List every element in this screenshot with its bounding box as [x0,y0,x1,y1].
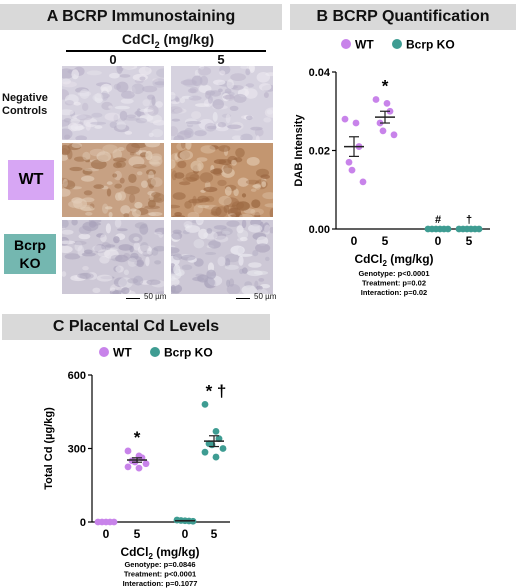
stats-line: Treatment: p<0.0001 [124,570,196,579]
x-tick-label: 5 [211,527,218,541]
legend-label-wt: WT [355,38,374,52]
x-axis-label: CdCl2 (mg/kg) [354,252,433,268]
data-point [212,453,220,461]
data-point [352,119,360,127]
row-label-negative-controls: Negative Controls [2,92,48,117]
legend-marker-ko [392,39,402,49]
panel-a-dose-label: CdCl2 (mg/kg) [62,31,274,50]
scale-label-right: 50 µm [254,292,277,301]
data-point [212,427,220,435]
y-tick-label: 300 [68,444,86,456]
x-tick-label: 0 [182,527,189,541]
significance-marker: * [382,76,389,95]
micrograph-negative-0 [62,66,164,140]
x-tick-label: 5 [134,527,141,541]
data-point [345,158,353,166]
legend-label-ko: Bcrp KO [406,38,455,52]
significance-marker: † [466,214,472,226]
data-point [444,225,452,233]
data-point [372,96,380,103]
tissue-texture [62,220,164,294]
data-point [379,127,387,135]
y-tick-label: 0 [80,517,86,529]
stats-line: Interaction: p=0.02 [361,288,427,297]
data-point [475,225,483,233]
legend-label-ko: Bcrp KO [164,346,213,360]
y-tick-label: 0.04 [309,67,331,79]
x-tick-label: 0 [103,527,110,541]
data-point [348,166,356,174]
data-point [219,445,227,452]
significance-marker: * [134,428,141,447]
micrograph-ko-0 [62,220,164,294]
x-tick-label: 0 [351,234,358,248]
significance-marker: # [435,214,441,226]
legend-marker-wt [341,39,351,49]
panel-a-title: A BCRP Immunostaining [0,4,282,30]
panel-b-chart: WT Bcrp KO 0.00 0.02 0.04 DAB Intensity 0 5 0 5 Cd… [293,38,490,297]
data-point [124,463,132,471]
scale-bar-right [236,298,250,299]
dose-label-unit: (mg/kg) [159,31,215,47]
panel-b-title: B BCRP Quantification [290,4,516,30]
data-point [390,131,398,139]
data-point [215,435,223,443]
dose-label-text: CdCl [121,31,155,47]
data-point [142,460,150,468]
x-tick-label: 5 [382,234,389,248]
y-axis-label: Total Cd (µg/kg) [43,407,55,490]
legend-marker-ko [150,347,160,357]
row-label-bcrp-ko: Bcrp KO [4,234,56,274]
scale-bar-left [126,298,140,299]
stats-line: Treatment: p=0.02 [362,279,426,288]
legend-label-wt: WT [113,346,132,360]
data-point [383,100,391,107]
micrograph-negative-5 [171,66,273,140]
dose-label-sub: 2 [154,39,160,50]
y-tick-label: 600 [68,370,86,382]
tissue-texture [62,143,164,217]
data-point [201,401,209,408]
micrograph-wt-0 [62,143,164,217]
micrograph-wt-5 [171,143,273,217]
stats-line: Interaction: p=0.1077 [123,579,198,588]
legend-marker-wt [99,347,109,357]
tissue-texture [171,66,273,140]
tissue-texture [171,143,273,217]
panel-c-title: C Placental Cd Levels [2,314,270,340]
stats-line: Genotype: p=0.0846 [124,560,195,569]
col-label-0: 0 [109,52,117,67]
col-label-5: 5 [217,52,225,67]
data-point [135,464,143,472]
tissue-texture [62,66,164,140]
y-tick-label: 0.02 [309,146,330,158]
x-axis-label: CdCl2 (mg/kg) [120,545,199,561]
data-point [341,115,349,123]
panel-c-chart: WT Bcrp KO 0 300 600 Total Cd (µg/kg) 0 5 0 5 CdCl… [43,346,230,588]
data-point [359,178,367,186]
data-point [124,447,132,455]
data-point [110,518,118,526]
stats-line: Genotype: p<0.0001 [358,269,429,278]
x-tick-label: 5 [466,234,473,248]
x-tick-label: 0 [435,234,442,248]
panel-a-dose-rule [66,50,266,52]
micrograph-ko-5 [171,220,273,294]
data-point [201,448,209,456]
y-axis-label: DAB Intensity [293,114,305,187]
tissue-texture [171,220,273,294]
scale-label-left: 50 µm [144,292,167,301]
row-label-wt: WT [8,160,54,200]
significance-marker: * † [206,381,227,400]
y-tick-label: 0.00 [309,224,330,236]
